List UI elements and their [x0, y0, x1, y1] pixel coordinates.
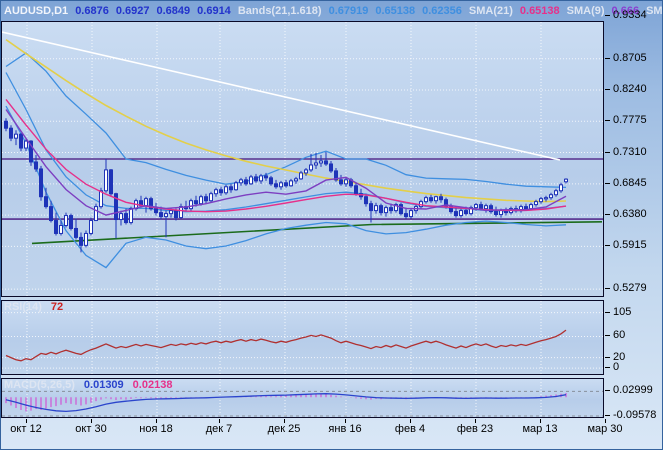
- macd-signal-line: [5, 393, 567, 413]
- sma-yellow-line: [5, 38, 567, 203]
- time-label: ноя 18: [139, 423, 173, 435]
- bands-upper-value: 0.67919: [328, 5, 369, 17]
- scale-label: 60: [613, 329, 626, 342]
- rsi-canvas[interactable]: [2, 301, 603, 374]
- time-tick-mark: [91, 419, 92, 423]
- scale-tick-mark: [605, 415, 610, 416]
- scale-tick-mark: [605, 390, 610, 391]
- high-value: 0.6927: [115, 5, 150, 17]
- time-tick-mark: [26, 419, 27, 423]
- scale-label: 0.9334: [613, 9, 647, 22]
- scale-label: 105: [613, 305, 632, 318]
- time-tick-mark: [410, 419, 411, 423]
- grid: [2, 301, 603, 374]
- price-chart-canvas[interactable]: [2, 22, 603, 296]
- scale-tick-mark: [605, 357, 610, 358]
- time-label: янв 16: [328, 423, 362, 435]
- rsi-line: [5, 329, 567, 362]
- scale-tick-mark: [605, 367, 610, 368]
- scale-label: 0.02999: [613, 384, 653, 397]
- scale-tick-mark: [605, 288, 610, 289]
- band-upper-line: [5, 52, 567, 189]
- sma21-value: 0.65138: [519, 5, 560, 17]
- macd-legend: MACD(5,26,5) 0.01309 0.02138: [4, 379, 172, 391]
- open-value: 0.6876: [75, 5, 109, 17]
- bands-lower-value: 0.62356: [422, 5, 462, 17]
- sma10-indicator-label: SMA(10: [646, 5, 663, 17]
- scale-label: 0.5279: [613, 282, 647, 295]
- scale-tick-mark: [605, 183, 610, 184]
- scale-label: 0.7775: [613, 114, 647, 127]
- scale-tick-mark: [605, 152, 610, 153]
- time-label: фев 4: [394, 423, 426, 435]
- time-label: дек 25: [267, 423, 301, 435]
- scale-tick-mark: [605, 120, 610, 121]
- grid: [2, 22, 603, 296]
- rsi-panel[interactable]: [1, 300, 604, 375]
- sma9-indicator-label: SMA(9): [566, 5, 605, 17]
- time-tick-mark: [345, 419, 346, 423]
- chart-legend-bar: AUDUSD,D1 0.6876 0.6927 0.6849 0.6914 Ba…: [4, 4, 663, 18]
- time-label: фев 23: [456, 423, 494, 435]
- scale-label: 0.8705: [613, 51, 647, 64]
- time-tick-mark: [540, 419, 541, 423]
- scale-tick-mark: [605, 89, 610, 90]
- scale-label: 0.6380: [613, 208, 647, 221]
- scale-label: 0: [613, 361, 620, 374]
- descending-trendline: [2, 31, 561, 161]
- time-label: мар 13: [522, 423, 558, 435]
- sma21-indicator-label: SMA(21): [468, 5, 513, 17]
- scale-label: 0.6845: [613, 176, 647, 189]
- scale-tick-mark: [605, 335, 610, 336]
- time-tick-mark: [284, 419, 285, 423]
- macd-hist-value: 0.02138: [132, 379, 173, 391]
- scale-tick-mark: [605, 58, 610, 59]
- rsi-value: 72: [50, 301, 64, 313]
- time-label: окт 30: [75, 423, 107, 435]
- macd-canvas[interactable]: [2, 379, 603, 417]
- macd-indicator-label: MACD(5,26,5): [4, 379, 75, 391]
- time-tick-mark: [156, 419, 157, 423]
- scale-tick-mark: [605, 15, 610, 16]
- macd-signal-value: 0.01309: [83, 379, 124, 391]
- price-chart-panel[interactable]: [1, 21, 604, 297]
- symbol-period-label: AUDUSD,D1: [4, 5, 69, 17]
- time-label: мар 30: [587, 423, 623, 435]
- time-scale: окт 12 окт 30 ноя 18 дек 7 дек 25 янв 16 фев 4…: [1, 419, 662, 437]
- low-value: 0.6849: [156, 5, 191, 17]
- scale-label: -0.09578: [613, 409, 657, 422]
- sma-violet-line: [5, 109, 567, 216]
- band-lower-line: [5, 105, 567, 269]
- sma9-value: 0.666: [611, 5, 640, 17]
- scale-tick-mark: [605, 245, 610, 246]
- ascending-trendline: [31, 221, 603, 245]
- macd-panel[interactable]: [1, 378, 604, 418]
- time-label: окт 12: [10, 423, 42, 435]
- close-value: 0.6914: [197, 5, 231, 17]
- scale-label: 0.7310: [613, 145, 647, 158]
- time-tick-mark: [475, 419, 476, 423]
- time-tick-mark: [219, 419, 220, 423]
- bands-middle-value: 0.65138: [375, 5, 416, 17]
- price-scale: 0.9334 0.8705 0.8240 0.7775 0.7310 0.6845 0.63…: [604, 1, 662, 449]
- scale-label: 20: [613, 350, 626, 363]
- bands-indicator-label: Bands(21,1.618): [237, 5, 322, 17]
- scale-tick-mark: [605, 214, 610, 215]
- time-tick-mark: [605, 419, 606, 423]
- scale-label: 0.8240: [613, 82, 647, 95]
- time-label: дек 7: [205, 423, 233, 435]
- scale-label: 0.5915: [613, 239, 647, 252]
- scale-tick-mark: [605, 312, 610, 313]
- rsi-legend: RSI(14) 72: [4, 301, 63, 313]
- rsi-indicator-label: RSI(14): [4, 301, 42, 313]
